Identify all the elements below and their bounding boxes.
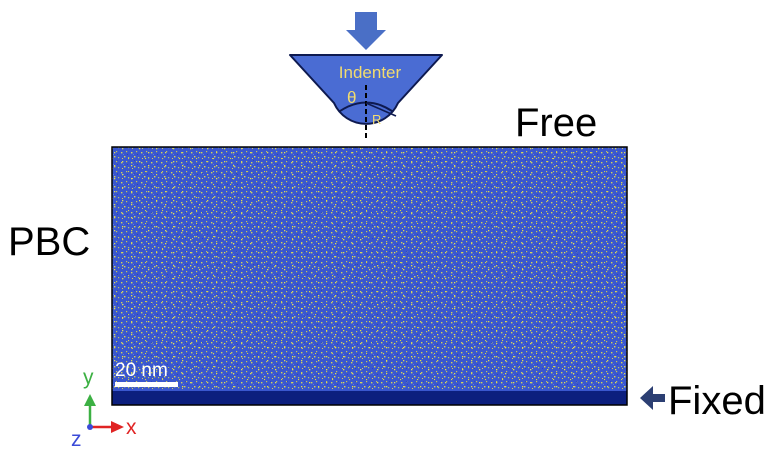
sample-outline [111, 146, 628, 406]
fixed-boundary-label: Fixed [668, 379, 766, 423]
z-axis-origin [87, 424, 93, 430]
fixed-layer [112, 391, 627, 405]
y-axis-arrowhead [84, 394, 96, 406]
x-axis-arrowhead [111, 421, 124, 433]
x-axis-label: x [126, 416, 137, 439]
scale-bar [115, 382, 178, 387]
free-boundary-label: Free [515, 101, 597, 145]
indenter-label: Indenter [339, 63, 402, 82]
down-arrow-icon [346, 12, 386, 50]
left-arrow-icon [640, 386, 665, 410]
y-axis-label: y [83, 366, 94, 389]
sample-texture [112, 147, 627, 391]
theta-symbol: θ [347, 88, 356, 107]
indenter-radius-line [365, 102, 397, 117]
scale-bar-label: 20 nm [115, 360, 168, 381]
radius-label: R [372, 112, 381, 127]
z-axis-label: z [71, 428, 82, 450]
pbc-boundary-label: PBC [8, 220, 90, 264]
